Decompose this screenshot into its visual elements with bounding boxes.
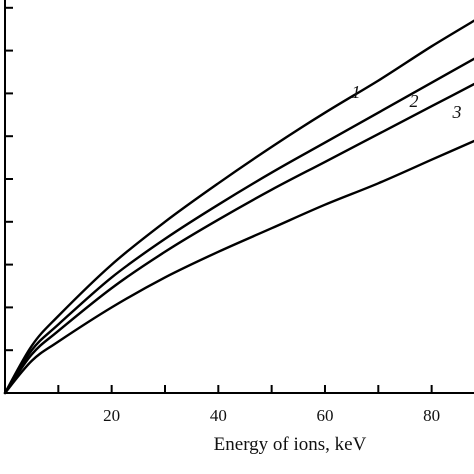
x-tick-label: 40 — [210, 406, 227, 425]
series-line-3 — [3, 82, 474, 395]
labels: 20 40 60 80 1 2 3 — [103, 82, 461, 425]
x-tick-label: 20 — [103, 406, 120, 425]
curve-label-2: 2 — [410, 91, 419, 111]
curves — [3, 19, 474, 395]
ticks — [5, 6, 433, 393]
curve-label-3: 3 — [452, 102, 462, 122]
x-tick-label: 80 — [423, 406, 440, 425]
curve-label-1: 1 — [352, 82, 361, 102]
series-line-4 — [3, 139, 474, 395]
x-tick-label: 60 — [316, 406, 333, 425]
series-line-2 — [3, 57, 474, 395]
series-line-1 — [3, 19, 474, 395]
x-axis-title: Energy of ions, keV — [214, 434, 367, 455]
axes — [4, 0, 474, 394]
